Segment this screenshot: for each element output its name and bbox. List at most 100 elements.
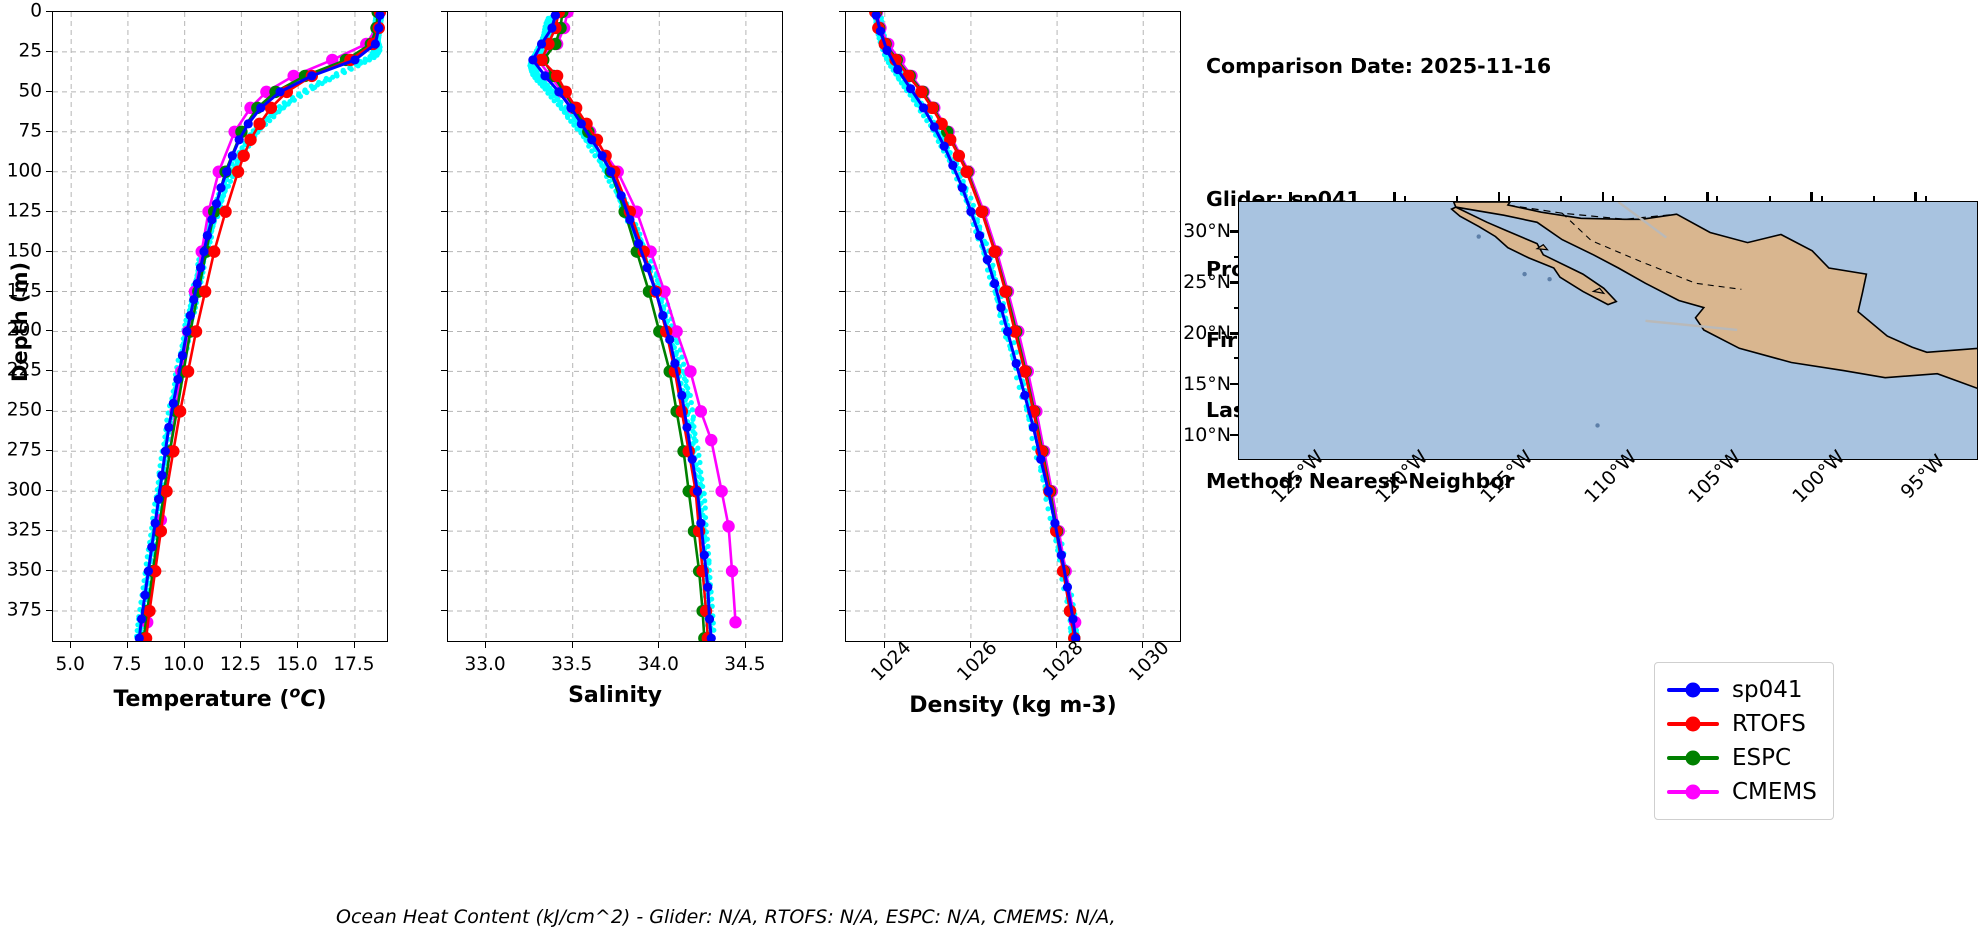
y-tick-mark <box>46 90 52 92</box>
y-tick-mark <box>441 490 447 492</box>
map-lat-minor-tick <box>1234 433 1239 436</box>
series-marker-sp041 <box>164 422 174 432</box>
map-lon-minor-tick <box>1560 196 1563 202</box>
series-marker-sp041 <box>374 23 384 33</box>
series-marker-sp041 <box>1011 358 1021 369</box>
y-tick-mark <box>839 530 845 532</box>
x-tick-label: 33.5 <box>551 654 593 675</box>
x-tick-label: 1030 <box>1125 637 1174 686</box>
x-tick-label: 5.0 <box>55 654 85 675</box>
series-marker-CMEMS <box>725 564 739 578</box>
series-marker-sp041 <box>670 358 680 369</box>
y-tick-mark <box>46 370 52 372</box>
legend-item-rtofs[interactable]: RTOFS <box>1667 707 1817 741</box>
density-plot-area <box>845 11 1181 642</box>
legend-swatch-rtofs <box>1667 716 1719 732</box>
y-tick-mark <box>839 170 845 172</box>
x-tick-mark <box>353 642 355 648</box>
series-marker-sp041 <box>699 550 709 560</box>
series-marker-RTOFS <box>1018 365 1031 378</box>
x-tick-label: 33.0 <box>464 654 506 675</box>
series-marker-sp041 <box>1020 390 1030 400</box>
series-marker-sp041 <box>893 64 903 75</box>
map-lon-minor-tick <box>1768 196 1771 202</box>
y-tick-mark <box>441 370 447 372</box>
ocean-heat-content-caption: Ocean Heat Content (kJ/cm^2) - Glider: N… <box>336 906 1116 928</box>
series-marker-sp041 <box>173 374 183 385</box>
y-tick-mark <box>441 610 447 612</box>
map-lon-tick <box>1601 192 1605 202</box>
series-marker-sp041 <box>957 183 967 193</box>
x-tick-label: 1028 <box>1039 637 1088 686</box>
series-marker-RTOFS <box>988 245 1001 258</box>
y-tick-mark <box>839 410 845 412</box>
map-lat-minor-tick <box>1234 281 1239 284</box>
y-tick-label: 375 <box>6 599 42 621</box>
map-lon-minor-tick <box>1820 196 1823 202</box>
series-marker-sp041 <box>871 12 881 20</box>
series-marker-sp041 <box>528 55 538 65</box>
legend-marker-dot <box>1685 784 1701 800</box>
series-marker-sp041 <box>566 103 576 113</box>
y-tick-mark <box>46 410 52 412</box>
series-marker-sp041 <box>227 151 237 161</box>
series-marker-RTOFS <box>148 564 162 578</box>
series-marker-CMEMS <box>684 365 697 378</box>
x-tick-mark <box>883 642 885 648</box>
series-marker-CMEMS <box>670 325 683 338</box>
y-tick-mark <box>839 490 845 492</box>
series-marker-sp041 <box>147 542 157 552</box>
map-lat-minor-tick <box>1234 306 1239 309</box>
legend-item-espc[interactable]: ESPC <box>1667 741 1817 775</box>
y-tick-mark <box>441 50 447 52</box>
x-tick-mark <box>126 642 128 648</box>
series-marker-sp041 <box>1071 633 1081 641</box>
comparison-date-line: Comparison Date: 2025-11-16 <box>1206 54 1552 78</box>
density-series-svg <box>846 12 1180 641</box>
y-tick-mark <box>441 570 447 572</box>
map-lon-minor-tick <box>1403 196 1406 202</box>
series-marker-RTOFS <box>231 165 245 178</box>
series-marker-sp041 <box>706 633 716 641</box>
map-lon-tick <box>1289 192 1292 202</box>
series-marker-sp041 <box>547 23 557 33</box>
series-marker-sp041 <box>982 255 992 265</box>
series-marker-sp041 <box>587 135 597 145</box>
y-tick-mark <box>441 330 447 332</box>
map-lat-minor-tick <box>1234 332 1239 335</box>
location-map: 30°N 25°N 20°N 15°N 10°N 125°W 120°W 115°W 110°… <box>1183 192 1978 507</box>
series-marker-sp041 <box>929 122 939 132</box>
y-tick-mark <box>441 210 447 212</box>
map-plot-area <box>1238 201 1978 460</box>
series-marker-CMEMS <box>260 85 273 99</box>
series-marker-sp041 <box>990 278 1000 289</box>
map-lon-minor-tick <box>1872 196 1875 202</box>
series-marker-sp041 <box>633 239 644 249</box>
x-tick-mark <box>969 642 971 648</box>
series-marker-sp041 <box>189 294 199 305</box>
glider-raw-scatter <box>873 14 1080 640</box>
legend-item-sp041[interactable]: sp041 <box>1667 673 1817 707</box>
ocean-speck <box>1522 271 1527 277</box>
legend-item-cmems[interactable]: CMEMS <box>1667 775 1817 809</box>
island <box>1535 243 1549 251</box>
y-tick-label: 225 <box>6 359 42 381</box>
x-tick-mark <box>485 642 487 648</box>
map-lat-label: 25°N <box>1183 271 1231 294</box>
series-marker-CMEMS <box>722 520 735 533</box>
ocean-speck <box>1476 234 1481 239</box>
series-marker-sp041 <box>1002 326 1013 337</box>
series-marker-RTOFS <box>542 37 555 51</box>
legend-label: CMEMS <box>1732 779 1817 805</box>
y-tick-mark <box>839 290 845 292</box>
salinity-plot-area <box>447 11 783 642</box>
y-tick-mark <box>441 130 447 132</box>
method-line: Method: Nearest-Neighbor <box>1206 468 1515 493</box>
map-lon-minor-tick <box>1716 196 1719 202</box>
mainland-landmass <box>1452 202 1977 390</box>
y-tick-mark <box>839 330 845 332</box>
y-tick-mark <box>839 210 845 212</box>
temperature-axis-title: Temperature (oC) <box>32 683 408 712</box>
series-marker-sp041 <box>1028 422 1038 432</box>
series-marker-sp041 <box>207 215 217 225</box>
